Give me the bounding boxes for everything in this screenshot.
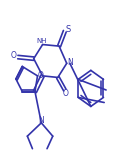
Text: O: O	[38, 71, 44, 80]
Text: S: S	[65, 25, 71, 34]
Text: N: N	[38, 116, 44, 125]
Text: O: O	[11, 51, 17, 60]
Text: O: O	[62, 89, 68, 98]
Text: NH: NH	[37, 38, 47, 44]
Text: N: N	[67, 58, 73, 67]
